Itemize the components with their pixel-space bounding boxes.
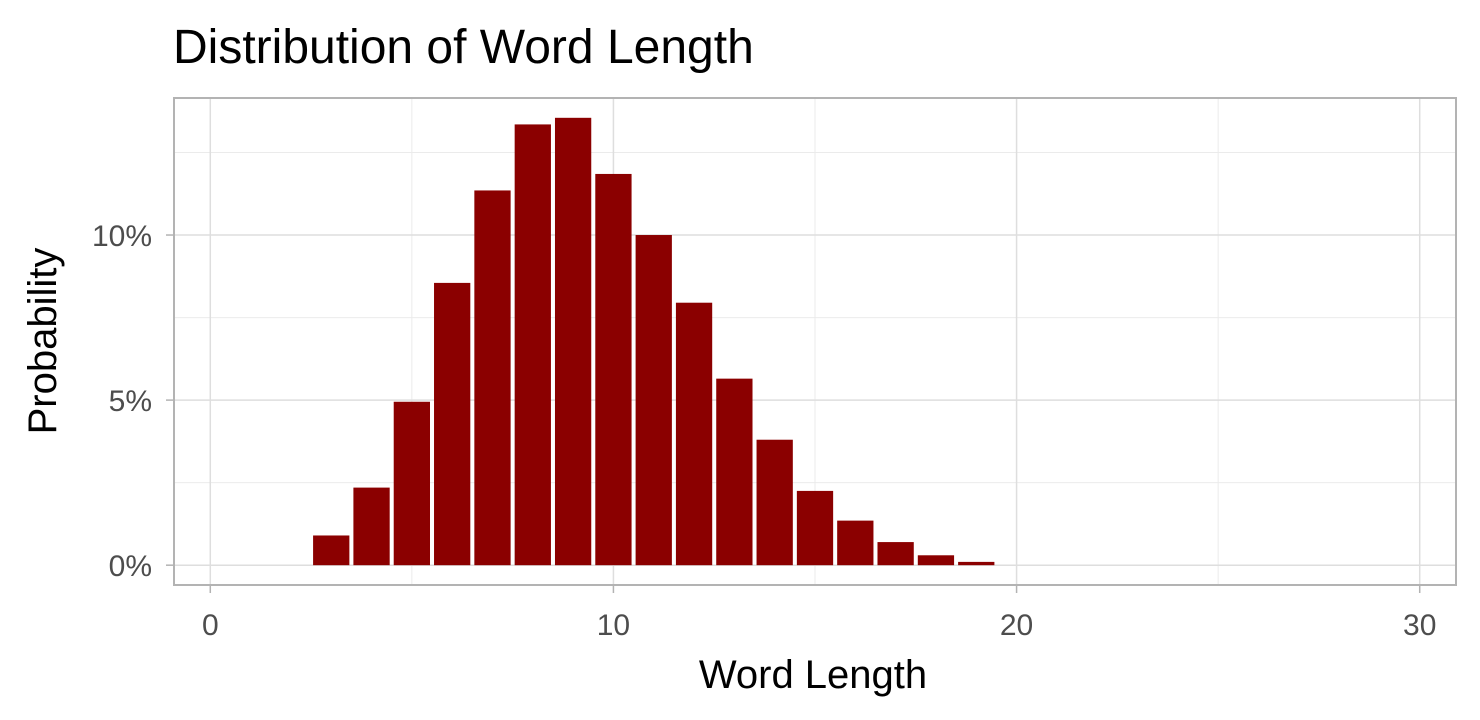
bar-length-6 [434,282,471,566]
bar-length-10 [595,173,632,566]
y-tick-label: 10% [92,220,152,253]
bar-length-17 [877,542,914,566]
x-tick-label: 0 [202,609,219,642]
y-tick-label: 5% [109,385,152,418]
bar-length-5 [393,401,430,566]
panel-border [173,97,1457,586]
bar-length-14 [756,439,793,566]
y-axis-title: Probability [21,248,65,435]
x-tick-label: 20 [1000,609,1033,642]
bar-length-15 [796,490,834,566]
x-tick-label: 10 [597,609,630,642]
bar-length-12 [675,302,713,566]
y-axis-ticks: 0% 5% 10% [92,220,174,583]
bar-length-18 [917,555,955,566]
y-tick-label: 0% [109,550,152,583]
bar-length-8 [514,124,551,566]
bar-length-16 [837,520,874,566]
x-tick-label: 30 [1403,609,1436,642]
bar-length-11 [635,235,672,566]
x-axis-ticks: 0 10 20 30 [202,585,1436,642]
bars [313,117,995,566]
bar-length-4 [353,487,390,566]
bar-length-13 [716,378,753,566]
bar-length-19 [958,561,995,566]
bar-length-3 [313,535,350,566]
chart-title: Distribution of Word Length [173,21,754,74]
bar-length-7 [474,190,511,566]
x-axis-title: Word Length [699,653,927,697]
bar-length-9 [554,117,592,566]
